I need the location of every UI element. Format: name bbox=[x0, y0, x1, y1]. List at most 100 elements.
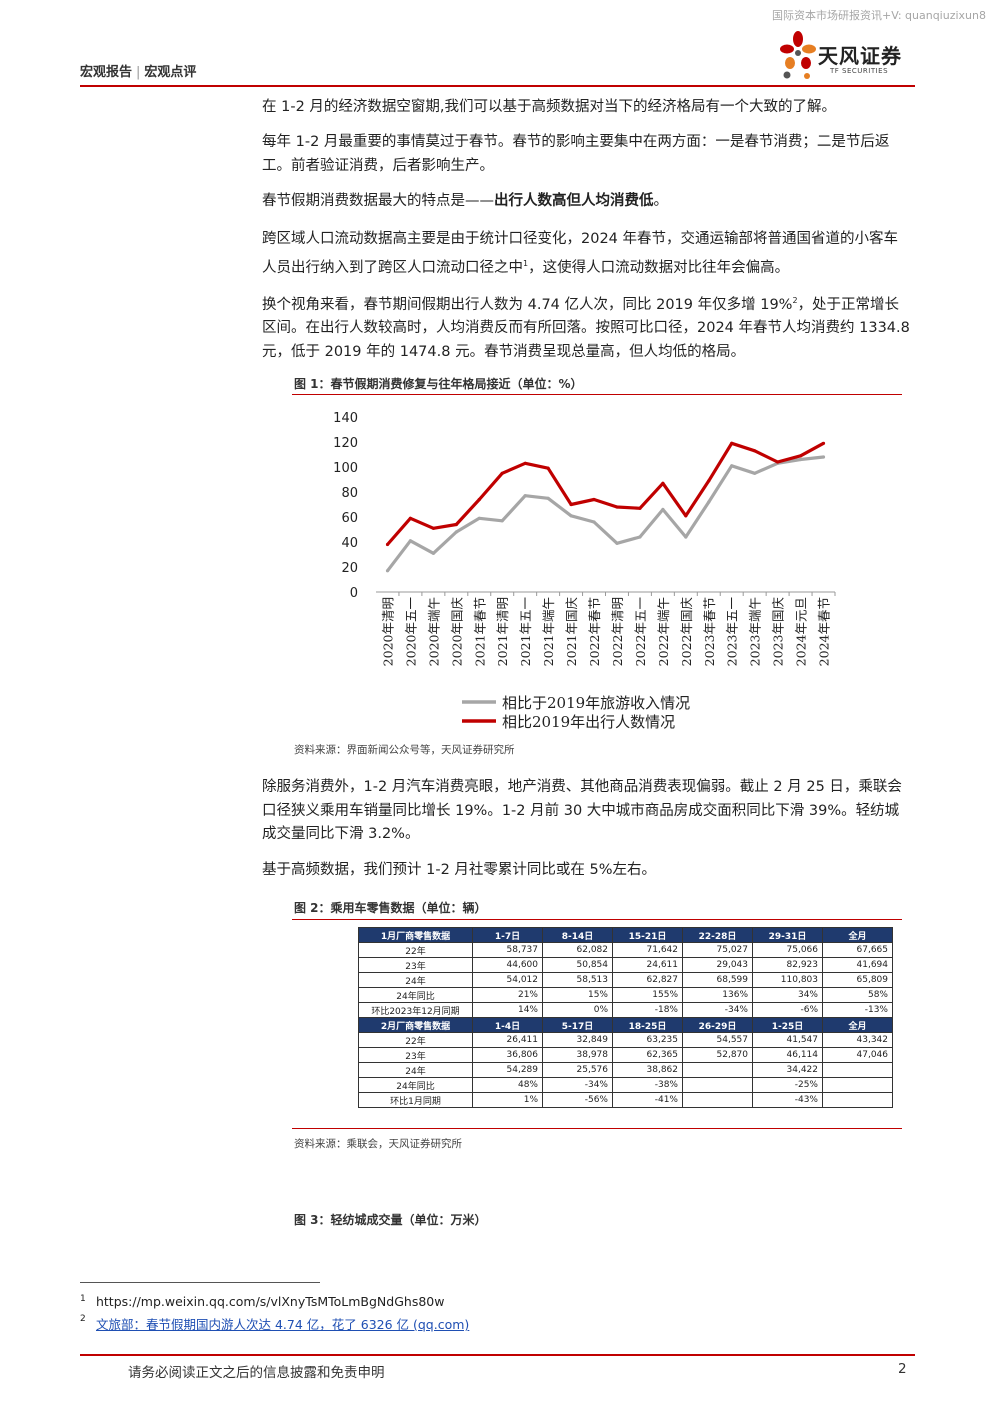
footnote-ref-1[interactable]: 1 bbox=[523, 258, 529, 268]
x-tick-label: 2021年端午 bbox=[541, 597, 556, 666]
table-cell: 36,806 bbox=[472, 1047, 543, 1063]
table-cell: 82,923 bbox=[752, 957, 823, 973]
table-cell bbox=[682, 1077, 753, 1093]
footer-rule bbox=[80, 1354, 915, 1356]
figure-2-title: 图 2：乘用车零售数据（单位：辆） bbox=[294, 901, 487, 915]
table-row: 24年 54,289 25,576 38,862 34,422 bbox=[358, 1062, 893, 1078]
footnote-2-link[interactable]: 文旅部：春节假期国内游人次达 4.74 亿，花了 6326 亿 (qq.com) bbox=[95, 1317, 470, 1332]
data-point bbox=[592, 497, 596, 502]
table-cell: 58,737 bbox=[472, 942, 543, 958]
table-cell: -43% bbox=[752, 1092, 823, 1108]
x-tick-label: 2020年清明 bbox=[380, 597, 395, 666]
table-header-row: 1月厂商零售数据 1-7日 8-14日 15-21日 22-28日 29-31日 全月 bbox=[358, 927, 893, 943]
table-header-cell: 8-14日 bbox=[542, 927, 613, 943]
header-separator: | bbox=[136, 65, 141, 80]
x-tick-label: 2023年端午 bbox=[748, 597, 763, 666]
data-point bbox=[569, 502, 573, 507]
table-cell: 75,066 bbox=[752, 942, 823, 958]
data-point bbox=[454, 530, 458, 534]
figure-1-source: 资料来源：界面新闻公众号等，天风证券研究所 bbox=[294, 744, 515, 756]
data-point bbox=[615, 505, 619, 509]
report-type: 宏观报告 bbox=[80, 65, 133, 80]
data-point bbox=[753, 471, 757, 475]
figure-1-title: 图 1：春节假期消费修复与往年格局接近（单位：%） bbox=[294, 377, 583, 391]
data-point bbox=[684, 514, 688, 518]
table-cell: 67,665 bbox=[822, 942, 893, 958]
table-cell: -18% bbox=[612, 1002, 683, 1018]
table-cell bbox=[682, 1062, 753, 1078]
table-header-cell: 29-31日 bbox=[752, 927, 823, 943]
paragraph-4: 跨区域人口流动数据高主要是由于统计口径变化，2024 年春节，交通运输部将普通国… bbox=[262, 231, 899, 276]
table-cell: 75,027 bbox=[682, 942, 753, 958]
table-header-cell: 1-25日 bbox=[752, 1017, 823, 1033]
x-tick-label: 2022年国庆 bbox=[679, 597, 694, 667]
table-cell: 48% bbox=[472, 1077, 543, 1093]
table-cell: -56% bbox=[542, 1092, 613, 1108]
x-tick-label: 2020年端午 bbox=[426, 597, 441, 666]
figure-2-bottom-rule bbox=[292, 1128, 902, 1129]
table-header-cell: 1-4日 bbox=[472, 1017, 543, 1033]
table-cell: 41,694 bbox=[822, 957, 893, 973]
data-point bbox=[799, 457, 803, 462]
passenger-car-sales-table: 1月厂商零售数据 1-7日 8-14日 15-21日 22-28日 29-31日 全月 22年… bbox=[358, 927, 893, 1108]
footnote-2: 2 文旅部：春节假期国内游人次达 4.74 亿，花了 6326 亿 (qq.co… bbox=[80, 1314, 469, 1333]
data-point bbox=[753, 449, 757, 453]
figure-1-line-chart: 0 20 40 60 80 100 120 140 2020年清明 2020年五一 2020年端午 2… bbox=[333, 411, 836, 731]
x-tick-label: 2024年春节 bbox=[817, 597, 832, 666]
table-header-cell: 22-28日 bbox=[682, 927, 753, 943]
table-cell: 24年 bbox=[358, 1062, 473, 1078]
table-row: 24年同比 21% 15% 155% 136% 34% 58% bbox=[358, 987, 893, 1003]
paragraph-2: 每年 1-2 月最重要的事情莫过于春节。春节的影响主要集中在两方面：一是春节消费… bbox=[262, 134, 890, 174]
table-cell: 54,557 bbox=[682, 1032, 753, 1048]
x-tick-label: 2021年国庆 bbox=[564, 597, 579, 667]
paragraph-6: 除服务消费外，1-2 月汽车消费亮眼，地产消费、其他商品消费表现偏弱。截止 2 … bbox=[262, 779, 902, 842]
y-tick-label: 120 bbox=[333, 436, 358, 451]
table-cell: 24年同比 bbox=[358, 987, 473, 1003]
table-cell: -34% bbox=[682, 1002, 753, 1018]
y-tick-label: 20 bbox=[341, 561, 358, 576]
legend-label-1: 相比于2019年旅游收入情况 bbox=[502, 694, 690, 712]
table-cell bbox=[822, 1062, 893, 1078]
data-point bbox=[431, 526, 435, 530]
table-header-cell: 1-7日 bbox=[472, 927, 543, 943]
table-row: 环比2023年12月同期 14% 0% -18% -34% -6% -13% bbox=[358, 1002, 893, 1018]
data-point bbox=[477, 516, 481, 520]
data-point bbox=[821, 455, 826, 459]
table-header-cell: 26-29日 bbox=[682, 1017, 753, 1033]
table-header-cell: 2月厂商零售数据 bbox=[358, 1017, 473, 1033]
page-number: 2 bbox=[898, 1361, 907, 1377]
footnote-1: 1 https://mp.weixin.qq.com/s/vlXnyTsMToL… bbox=[80, 1294, 444, 1309]
header-rule bbox=[80, 85, 915, 87]
report-subtype: 宏观点评 bbox=[144, 65, 197, 80]
table-cell: 22年 bbox=[358, 1032, 473, 1048]
table-cell: 32,849 bbox=[542, 1032, 613, 1048]
table-cell: -38% bbox=[612, 1077, 683, 1093]
footnote-ref-2[interactable]: 2 bbox=[792, 296, 798, 305]
paragraph-7: 基于高频数据，我们预计 1-2 月社零累计同比或在 5%左右。 bbox=[262, 862, 657, 878]
table-header-cell: 全月 bbox=[822, 927, 893, 943]
figure-3-title: 图 3：轻纺城成交量（单位：万米） bbox=[294, 1213, 487, 1227]
x-tick-label: 2022年清明 bbox=[610, 597, 625, 666]
table-row: 23年 44,600 50,854 24,611 29,043 82,923 41,694 bbox=[358, 957, 893, 973]
flower-logo-icon bbox=[780, 31, 816, 79]
table-cell: 54,289 bbox=[472, 1062, 543, 1078]
table-cell: 44,600 bbox=[472, 957, 543, 973]
table-cell bbox=[822, 1077, 893, 1093]
footnote-rule bbox=[80, 1282, 320, 1283]
table-row: 22年 26,411 32,849 63,235 54,557 41,547 43,342 bbox=[358, 1032, 893, 1048]
table-cell: 24年同比 bbox=[358, 1077, 473, 1093]
logo-subtext: TF SECURITIES bbox=[830, 67, 889, 75]
data-point bbox=[661, 481, 665, 485]
x-tick-label: 2021年清明 bbox=[495, 597, 510, 666]
table-header-cell: 18-25日 bbox=[612, 1017, 683, 1033]
logo-text: 天风证券 bbox=[818, 44, 902, 68]
table-cell: 38,862 bbox=[612, 1062, 683, 1078]
data-point bbox=[638, 535, 642, 539]
series-line-2 bbox=[386, 441, 825, 546]
x-tick-label: 2020年五一 bbox=[403, 597, 418, 666]
data-point bbox=[615, 541, 619, 545]
highlight-text: 出行人数高但人均消费低 bbox=[494, 193, 654, 209]
table-cell: 43,342 bbox=[822, 1032, 893, 1048]
x-tick-label: 2023年国庆 bbox=[771, 597, 786, 667]
x-tick-label: 2022年春节 bbox=[587, 597, 602, 666]
